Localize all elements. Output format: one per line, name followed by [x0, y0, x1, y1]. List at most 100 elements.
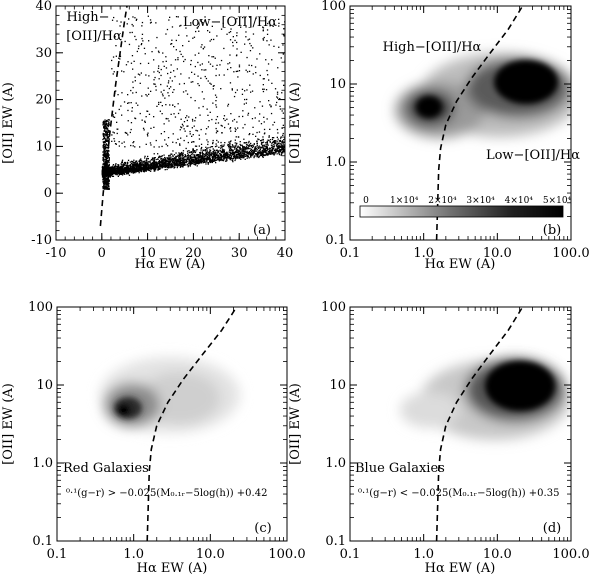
data-point	[143, 167, 145, 169]
data-point	[211, 155, 213, 157]
data-point	[230, 28, 232, 30]
data-point	[105, 120, 108, 123]
data-point	[102, 164, 104, 166]
data-point	[126, 170, 129, 172]
data-point	[217, 155, 220, 157]
data-point	[173, 113, 175, 115]
data-point	[260, 123, 263, 125]
data-point	[230, 155, 232, 158]
data-point	[177, 163, 179, 165]
data-point	[103, 170, 106, 172]
data-point	[103, 159, 105, 161]
data-point	[200, 147, 202, 150]
data-point	[167, 161, 169, 163]
data-point	[243, 155, 245, 157]
data-point	[122, 165, 124, 167]
data-point	[180, 161, 183, 163]
data-point	[161, 160, 163, 162]
data-point	[268, 79, 270, 81]
data-point	[102, 181, 104, 183]
data-point	[198, 134, 200, 136]
data-point	[260, 154, 262, 156]
data-point	[256, 144, 258, 146]
data-point	[156, 105, 158, 107]
data-point	[202, 162, 204, 164]
data-point	[247, 147, 249, 149]
data-point	[237, 70, 239, 72]
data-point	[123, 141, 125, 143]
data-point	[157, 163, 159, 165]
data-point	[128, 18, 130, 20]
data-point	[183, 156, 186, 158]
data-point	[215, 96, 218, 98]
data-point	[210, 38, 213, 41]
data-point	[195, 156, 197, 158]
data-point	[148, 113, 151, 115]
data-point	[270, 106, 272, 108]
data-point	[185, 90, 187, 92]
data-point	[150, 159, 153, 161]
data-point	[186, 163, 188, 165]
data-point	[218, 146, 220, 148]
x-tick-label: -10	[46, 246, 67, 261]
data-point	[251, 148, 253, 151]
data-point	[277, 147, 279, 149]
data-point	[133, 166, 135, 168]
data-point	[207, 126, 209, 128]
data-point	[150, 21, 152, 23]
data-point	[200, 158, 202, 160]
data-point	[138, 45, 140, 47]
data-point	[143, 164, 145, 167]
data-point	[103, 174, 105, 176]
data-point	[130, 165, 132, 167]
data-point	[235, 70, 237, 73]
data-point	[134, 117, 136, 119]
data-point	[173, 157, 176, 159]
data-point	[145, 94, 147, 96]
data-point	[177, 165, 179, 167]
data-point	[248, 140, 250, 143]
data-point	[234, 127, 236, 129]
data-point	[276, 147, 279, 149]
data-point	[245, 146, 247, 148]
data-point	[209, 111, 211, 113]
data-point	[191, 156, 193, 158]
data-point	[123, 164, 125, 166]
data-point	[221, 149, 223, 152]
data-point	[170, 86, 172, 88]
data-point	[273, 140, 276, 142]
data-point	[248, 144, 251, 146]
data-point	[272, 145, 274, 147]
data-point	[273, 145, 276, 147]
data-point	[276, 143, 278, 145]
data-point	[149, 162, 151, 164]
data-point	[262, 38, 264, 40]
data-point	[206, 158, 209, 160]
data-point	[161, 155, 163, 157]
data-point	[223, 155, 225, 157]
data-point	[173, 70, 175, 72]
y-tick-label: 100	[321, 300, 346, 315]
data-point	[102, 124, 104, 126]
data-point	[249, 149, 252, 151]
data-point	[146, 165, 148, 167]
data-point	[198, 158, 200, 160]
data-point	[119, 173, 121, 175]
data-point	[223, 74, 225, 76]
data-point	[146, 163, 148, 165]
data-point	[107, 155, 109, 158]
x-tick-labels: -10 0 10 20 30 40	[46, 246, 294, 261]
data-point	[108, 139, 110, 141]
data-point	[134, 166, 136, 169]
data-point	[162, 158, 165, 160]
data-point	[232, 120, 234, 122]
data-point	[216, 35, 218, 37]
data-point	[252, 133, 254, 135]
selection-criterion: ⁰·¹(g−r) > −0.025(M₀.₁ᵣ−5log(h)) +0.42	[66, 488, 267, 499]
data-point	[120, 170, 122, 172]
data-point	[108, 159, 110, 161]
data-point	[147, 169, 149, 171]
data-point	[194, 54, 196, 56]
data-point	[210, 146, 212, 148]
data-point	[269, 24, 272, 26]
